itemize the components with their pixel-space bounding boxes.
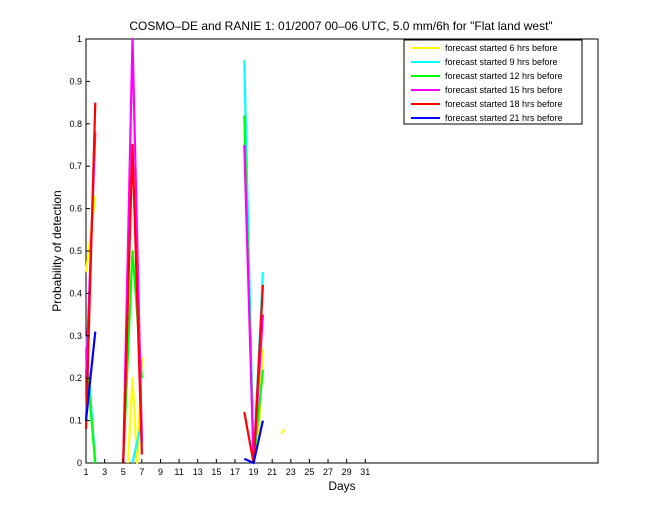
x-tick-label: 13 [193, 467, 203, 477]
x-tick-label: 19 [249, 467, 259, 477]
x-tick-label: 25 [304, 467, 314, 477]
x-tick-label: 7 [139, 467, 144, 477]
y-axis-label: Probability of detection [50, 190, 64, 311]
y-tick-label: 0.6 [69, 204, 82, 214]
x-tick-label: 17 [230, 467, 240, 477]
series-line-5 [84, 102, 97, 430]
chart-title: COSMO–DE and RANIE 1: 01/2007 00–06 UTC,… [129, 19, 552, 33]
y-tick-label: 1 [77, 34, 82, 44]
series-line-1 [280, 428, 286, 434]
legend-entry: forecast started 12 hrs before [445, 71, 563, 81]
legend: forecast started 6 hrs before forecast st… [403, 39, 583, 125]
series-line-5 [122, 143, 143, 464]
x-tick-label: 27 [323, 467, 333, 477]
x-tick-label: 23 [286, 467, 296, 477]
x-axis-label: Days [328, 479, 355, 493]
x-tick-label: 11 [174, 467, 183, 477]
y-tick-label: 0.5 [69, 246, 82, 256]
legend-entry: forecast started 9 hrs before [445, 57, 558, 67]
x-tick-label: 15 [211, 467, 221, 477]
x-tick-label: 21 [267, 467, 277, 477]
x-tick-label: 31 [360, 467, 370, 477]
y-tick-label: 0.2 [69, 373, 82, 383]
legend-box [403, 39, 583, 125]
y-tick-label: 0 [77, 458, 82, 468]
y-tick-label: 0.8 [69, 119, 82, 129]
x-tick-label: 9 [158, 467, 163, 477]
legend-entry: forecast started 6 hrs before [445, 43, 558, 53]
y-tick-label: 0.3 [69, 331, 82, 341]
legend-entry: forecast started 21 hrs before [445, 113, 563, 123]
y-tick-label: 0.1 [69, 416, 82, 426]
x-axis-ticks: 1 3 5 7 9 11 13 15 17 19 21 23 25 27 29 31 [83, 459, 370, 477]
y-tick-label: 0.9 [69, 76, 82, 86]
x-tick-label: 5 [121, 467, 126, 477]
x-tick-label: 29 [342, 467, 352, 477]
series-line-6 [84, 331, 97, 421]
x-tick-label: 3 [102, 467, 107, 477]
x-tick-label: 1 [83, 467, 88, 477]
y-axis-ticks: 0 0.1 0.2 0.3 0.4 0.5 0.6 0.7 0.8 0.9 1 [69, 34, 90, 468]
legend-entry: forecast started 18 hrs before [445, 99, 563, 109]
legend-entry: forecast started 15 hrs before [445, 85, 563, 95]
y-tick-label: 0.7 [69, 161, 82, 171]
y-tick-label: 0.4 [69, 288, 82, 298]
